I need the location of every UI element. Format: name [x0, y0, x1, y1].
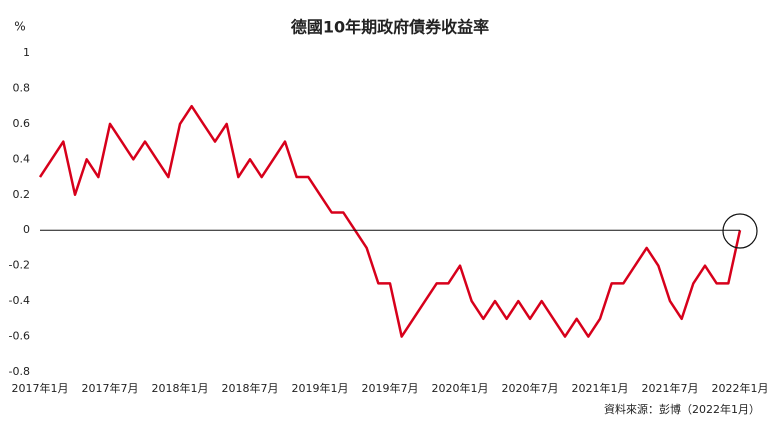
x-tick-label: 2021年7月 [642, 381, 699, 395]
y-tick-label: 0 [23, 223, 30, 236]
y-tick-label: -0.4 [9, 294, 30, 307]
y-tick-label: 0.6 [13, 117, 31, 130]
x-tick-label: 2022年1月 [712, 381, 769, 395]
x-tick-label: 2021年1月 [572, 381, 629, 395]
y-tick-label: -0.6 [9, 330, 30, 343]
x-tick-label: 2018年7月 [222, 381, 279, 395]
y-tick-label: -0.2 [9, 259, 30, 272]
highlight-circle [722, 213, 758, 249]
x-tick-label: 2020年7月 [502, 381, 559, 395]
y-axis-label: % [14, 20, 25, 34]
y-tick-label: 0.4 [13, 152, 31, 165]
x-tick-label: 2018年1月 [152, 381, 209, 395]
y-tick-label: 0.8 [13, 81, 31, 94]
source-note: 資料來源：彭博（2022年1月） [604, 402, 760, 416]
x-tick-label: 2019年1月 [292, 381, 349, 395]
x-tick-label: 2017年1月 [12, 381, 69, 395]
x-tick-label: 2017年7月 [82, 381, 139, 395]
y-tick-label: 0.2 [13, 188, 31, 201]
x-tick-label: 2020年1月 [432, 381, 489, 395]
y-tick-label: 1 [23, 46, 30, 59]
line-series [38, 104, 742, 338]
x-tick-label: 2019年7月 [362, 381, 419, 395]
chart-title: 德國10年期政府債券收益率 [291, 18, 489, 37]
y-tick-label: -0.8 [9, 365, 30, 378]
